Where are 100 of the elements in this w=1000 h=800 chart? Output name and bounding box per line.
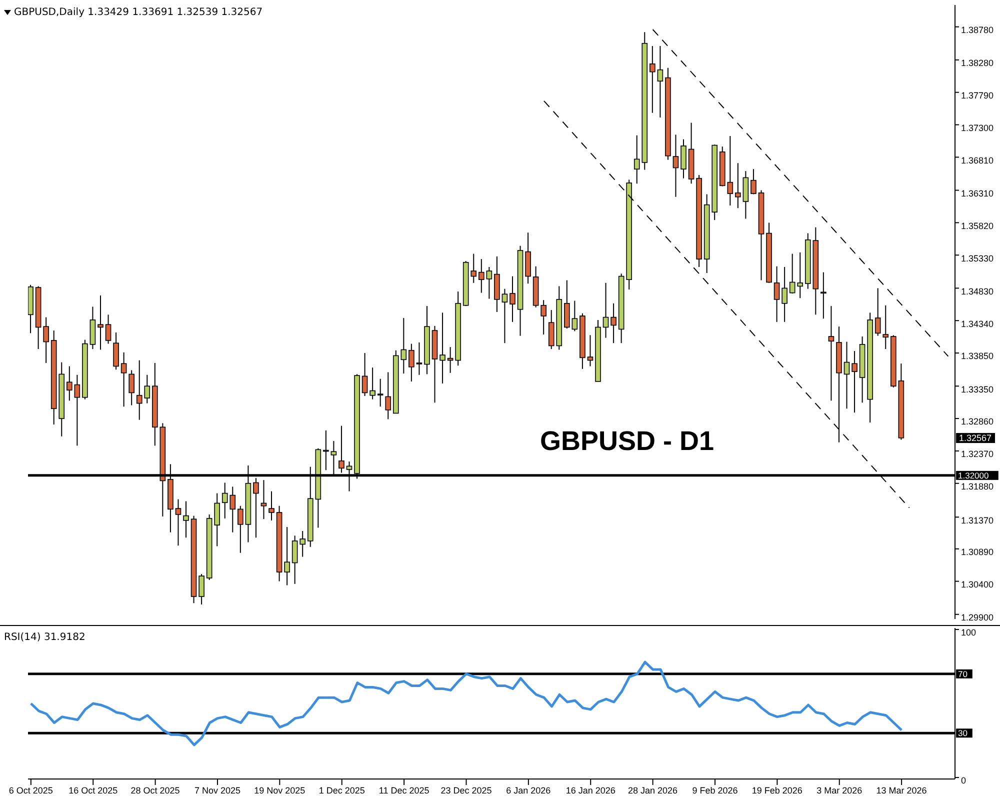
candlestick — [735, 162, 741, 209]
candlestick — [284, 526, 290, 586]
y-tick-label: 1.33850 — [961, 351, 994, 362]
candlestick — [742, 170, 749, 220]
candlestick — [408, 343, 414, 382]
candlestick — [66, 366, 72, 402]
candlestick — [113, 332, 119, 370]
candlestick — [260, 480, 267, 520]
candlestick — [478, 258, 484, 294]
candlestick — [540, 300, 546, 335]
candlestick — [820, 272, 826, 320]
candlestick — [128, 370, 134, 406]
candlestick — [680, 138, 686, 179]
ref-line-label: 30 — [958, 728, 968, 738]
x-tick-label: 16 Oct 2025 — [68, 785, 118, 796]
x-tick-label: 28 Jan 2026 — [628, 785, 678, 796]
candlestick — [610, 302, 616, 344]
candlestick — [377, 378, 384, 408]
candlestick — [657, 46, 664, 118]
x-tick-label: 19 Nov 2025 — [254, 785, 306, 796]
candlestick — [844, 341, 850, 410]
candlestick — [440, 312, 446, 384]
candlestick — [587, 334, 594, 367]
x-tick-label: 16 Jan 2026 — [566, 785, 616, 796]
ref-line-label: 70 — [958, 668, 968, 679]
candlestick — [572, 300, 578, 332]
candlestick — [789, 253, 796, 294]
candlestick — [672, 134, 679, 198]
x-tick-label: 28 Oct 2025 — [130, 785, 180, 796]
y-tick-label: 1.33350 — [961, 384, 994, 394]
candlestick — [175, 498, 182, 546]
candlestick — [105, 314, 112, 344]
candlestick — [502, 288, 508, 344]
text: 1.32567 — [956, 432, 995, 443]
x-tick-label: 11 Dec 2025 — [378, 785, 430, 796]
candlestick — [120, 352, 127, 408]
y-tick-label: 1.32860 — [961, 416, 994, 427]
y-tick-label: 1.38280 — [961, 58, 994, 68]
chart-title: RSI(14) 31.9182 — [4, 632, 86, 643]
y-tick-label: 1.31880 — [961, 482, 994, 492]
line-series — [30, 660, 903, 746]
y-tick-label: 1.29900 — [961, 612, 994, 623]
annotation: GBPUSD - D1 — [540, 426, 714, 457]
y-tick-label: 1.36810 — [961, 155, 994, 166]
x-tick-label: 19 Feb 2026 — [752, 785, 802, 796]
candlestick — [385, 372, 392, 420]
chart-title: GBPUSD,Daily 1.33429 1.33691 1.32539 1.32567 — [14, 7, 263, 18]
candlestick — [828, 306, 834, 402]
y-tick-label: 1.35820 — [961, 220, 994, 231]
candlestick — [750, 168, 756, 195]
candlestick — [882, 304, 889, 350]
candlestick — [650, 46, 656, 114]
y-tick-label: 1.30400 — [961, 579, 994, 590]
y-tick-label: 1.31370 — [961, 515, 994, 526]
candlestick — [183, 500, 189, 538]
y-tick-label: 1.34830 — [961, 286, 994, 296]
y-tick-label: 1.38780 — [961, 25, 994, 36]
candlestick — [602, 282, 609, 338]
candlestick — [470, 253, 477, 284]
candlestick — [874, 288, 881, 336]
candlestick — [564, 280, 570, 330]
x-tick-label: 1 Dec 2025 — [318, 785, 365, 796]
candlestick — [782, 266, 788, 322]
candlestick — [727, 136, 734, 206]
y-tick-label: 1.37790 — [961, 90, 994, 101]
candlestick — [74, 374, 80, 446]
y-tick-label: 1.34340 — [961, 318, 994, 329]
candlestick — [362, 352, 368, 397]
candlestick — [400, 317, 407, 374]
y-tick-label: 1.37300 — [961, 122, 994, 133]
candlestick — [416, 342, 422, 376]
x-tick-label: 6 Oct 2025 — [8, 785, 53, 796]
y-tick-label: 1.36310 — [961, 188, 994, 198]
ref-line-label: 1.32000 — [958, 470, 989, 480]
y-tick-label: 1.30890 — [961, 547, 994, 558]
x-tick-label: 6 Jan 2026 — [506, 785, 551, 796]
candlestick — [300, 530, 306, 558]
candlestick — [214, 492, 220, 547]
candlestick — [43, 316, 49, 364]
candlestick — [292, 535, 298, 584]
x-tick-label: 13 Mar 2026 — [876, 785, 927, 796]
candlestick — [323, 430, 329, 471]
candlestick — [486, 266, 492, 300]
y-tick-label: 1.35330 — [961, 253, 994, 264]
candlestick — [510, 276, 516, 322]
y-tick-label: 100 — [961, 628, 976, 638]
candlestick — [370, 367, 376, 400]
x-tick-label: 7 Nov 2025 — [194, 785, 241, 796]
candlestick — [774, 266, 780, 322]
y-tick-label: 0 — [961, 776, 966, 786]
x-tick-label: 3 Mar 2026 — [816, 785, 862, 796]
x-tick-label: 9 Feb 2026 — [692, 785, 738, 796]
candlestick — [198, 574, 204, 605]
candlestick — [98, 294, 104, 350]
x-tick-label: 23 Dec 2025 — [440, 785, 492, 796]
candlestick — [852, 350, 858, 414]
candlestick — [268, 490, 274, 521]
y-tick-label: 1.32370 — [961, 449, 994, 460]
candlestick — [238, 505, 244, 554]
candlestick — [797, 252, 804, 299]
